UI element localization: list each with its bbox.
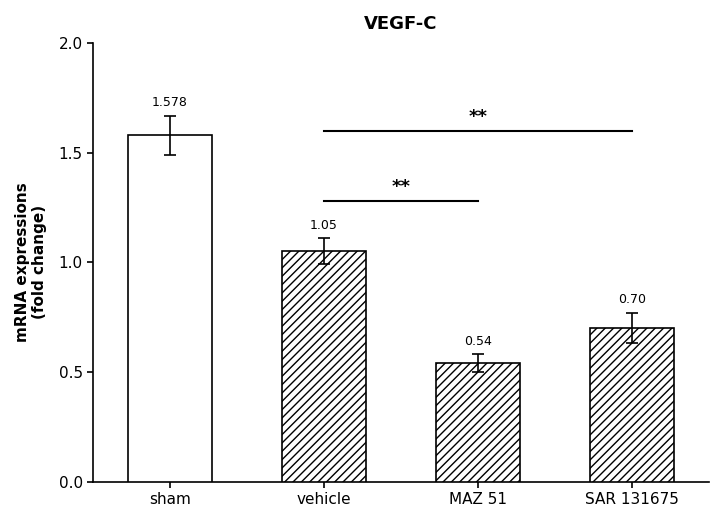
Text: 0.54: 0.54: [464, 335, 492, 348]
Text: 1.05: 1.05: [310, 219, 338, 232]
Text: **: **: [468, 108, 487, 126]
Text: 0.70: 0.70: [618, 293, 646, 306]
Text: 1.578: 1.578: [152, 96, 188, 109]
Title: VEGF-C: VEGF-C: [364, 15, 438, 33]
Text: **: **: [392, 179, 411, 196]
Bar: [282, 251, 366, 482]
Bar: [127, 135, 212, 482]
Bar: [436, 363, 521, 482]
Bar: [589, 328, 674, 482]
Y-axis label: mRNA expressions
(fold change): mRNA expressions (fold change): [15, 182, 47, 342]
